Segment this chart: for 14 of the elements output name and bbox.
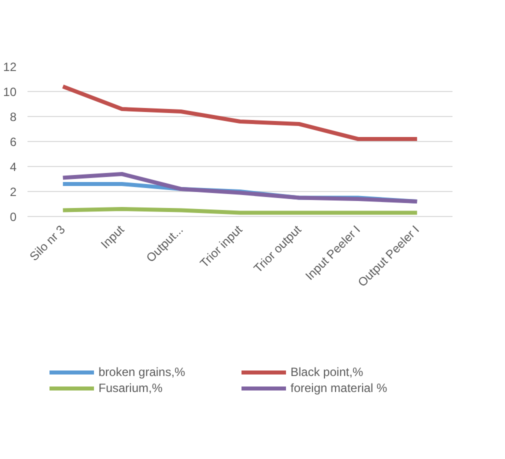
line-series	[60, 84, 420, 141]
y-tick-label: 12	[3, 60, 17, 74]
y-tick-label: 0	[10, 210, 17, 224]
y-tick-label: 8	[10, 110, 17, 124]
legend-label: Black point,%	[290, 365, 364, 379]
y-tick-label: 10	[3, 85, 17, 99]
legend-label: foreign material %	[290, 381, 388, 395]
x-tick-label: Silo nr 3	[26, 222, 68, 264]
legend-label: Fusarium,%	[98, 381, 164, 395]
y-tick-label: 6	[10, 135, 17, 149]
y-tick-label: 4	[10, 160, 17, 174]
y-tick-label: 2	[10, 185, 17, 199]
line-series	[60, 172, 420, 204]
legend-label: broken grains,%	[98, 365, 186, 379]
